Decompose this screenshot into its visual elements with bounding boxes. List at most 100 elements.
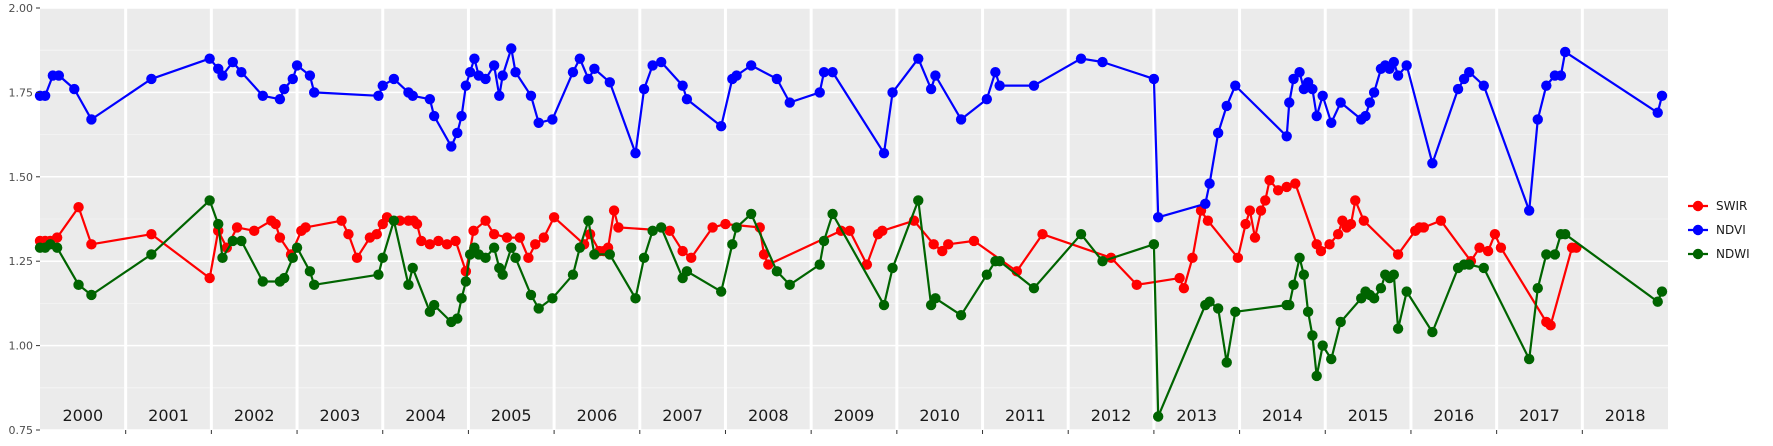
data-point-ndvi [1541,80,1552,91]
data-point-ndwi [1368,293,1380,304]
data-point-ndvi [1364,97,1376,108]
data-point-swir [488,228,500,240]
data-point-ndwi [1464,259,1475,270]
data-point-swir [613,222,624,233]
data-point-swir [371,228,382,240]
legend-key-point-ndvi [1692,224,1704,236]
data-point-ndvi [460,80,472,91]
data-point-ndvi [1281,131,1292,142]
data-point-swir [1249,232,1261,243]
data-point-ndvi [589,63,600,74]
data-point-swir [450,235,461,247]
data-point-ndvi [506,43,517,54]
data-point-ndvi [1212,127,1224,139]
year-label: 2003 [320,406,361,425]
legend-key-point-swir [1692,200,1704,212]
data-point-ndwi [1294,252,1305,264]
data-point-ndwi [638,252,650,264]
legend-label-swir: SWIR [1716,199,1747,213]
data-point-ndvi [146,73,157,85]
data-point-swir [1281,181,1292,193]
data-point-swir [231,222,243,233]
data-point-swir [1495,242,1507,253]
year-label: 2017 [1519,406,1560,425]
data-point-ndwi [1284,299,1295,311]
data-point-swir [249,225,260,237]
data-point-swir [720,218,731,230]
data-point-swir [677,245,688,257]
data-point-ndwi [630,293,641,304]
data-point-ndwi [373,269,384,280]
data-point-ndvi [1523,205,1535,216]
data-point-ndvi [731,70,742,81]
data-point-ndvi [567,66,579,78]
data-point-swir [86,239,97,250]
data-point-ndwi [86,289,97,301]
data-point-ndvi [53,70,65,81]
data-point-ndwi [589,249,600,260]
year-label: 2014 [1262,406,1303,425]
data-point-ndvi [291,60,303,71]
y-tick-label: 1.50 [9,171,34,184]
data-point-ndwi [814,259,825,270]
series-ndvi [34,43,1668,223]
data-point-swir [1315,245,1327,257]
data-point-ndvi [878,147,890,159]
data-point-ndvi [217,70,228,81]
data-point-ndwi [1212,303,1224,314]
data-point-ndvi [994,80,1005,91]
data-point-ndvi [784,97,795,108]
data-point-ndvi [464,66,476,78]
data-point-swir [928,239,939,250]
data-point-ndvi [574,53,586,64]
data-point-ndwi [784,279,795,291]
data-point-ndvi [1148,73,1160,85]
data-point-ndvi [827,66,838,78]
data-point-swir [433,235,444,247]
data-point-ndvi [308,87,320,98]
data-point-ndvi [287,73,298,85]
data-point-swir [1545,320,1556,331]
data-point-ndwi [1523,353,1535,365]
data-point-swir [707,222,718,233]
legend-label-ndwi: NDWI [1716,247,1750,261]
data-point-swir [1260,195,1271,206]
data-point-swir [1474,242,1485,253]
data-point-ndwi [1656,286,1668,297]
data-point-ndwi [308,279,320,291]
data-point-ndvi [236,66,247,78]
data-point-swir [1435,215,1447,226]
data-point-ndwi [1478,262,1489,274]
year-label: 2018 [1605,406,1646,425]
y-tick-label: 1.75 [9,86,34,99]
data-point-ndwi [1392,323,1404,334]
data-point-ndwi [1401,286,1412,297]
data-point-ndvi [525,90,537,101]
data-point-ndwi [647,225,658,237]
data-point-ndvi [1326,117,1337,128]
data-point-ndvi [373,90,384,101]
data-point-swir [1178,283,1190,294]
data-point-ndwi [1288,279,1299,291]
data-point-ndvi [1464,66,1475,78]
y-tick-label: 0.75 [9,424,34,437]
year-label: 2002 [234,406,275,425]
data-point-swir [1264,174,1275,186]
data-point-ndwi [51,242,63,253]
data-point-swir [1037,228,1048,240]
data-point-ndvi [583,73,594,85]
data-point-ndwi [279,272,290,284]
data-point-ndvi [1388,56,1400,68]
data-point-swir [1489,228,1501,240]
data-point-swir [1345,218,1357,230]
data-point-ndwi [488,242,500,253]
year-label: 2011 [1005,406,1046,425]
data-point-ndwi [452,313,463,324]
data-point-ndvi [990,66,1001,78]
data-point-swir [1244,205,1256,216]
data-point-ndwi [1298,269,1310,280]
data-point-ndvi [1392,70,1404,81]
data-point-ndwi [930,293,941,304]
data-point-ndvi [1075,53,1087,64]
